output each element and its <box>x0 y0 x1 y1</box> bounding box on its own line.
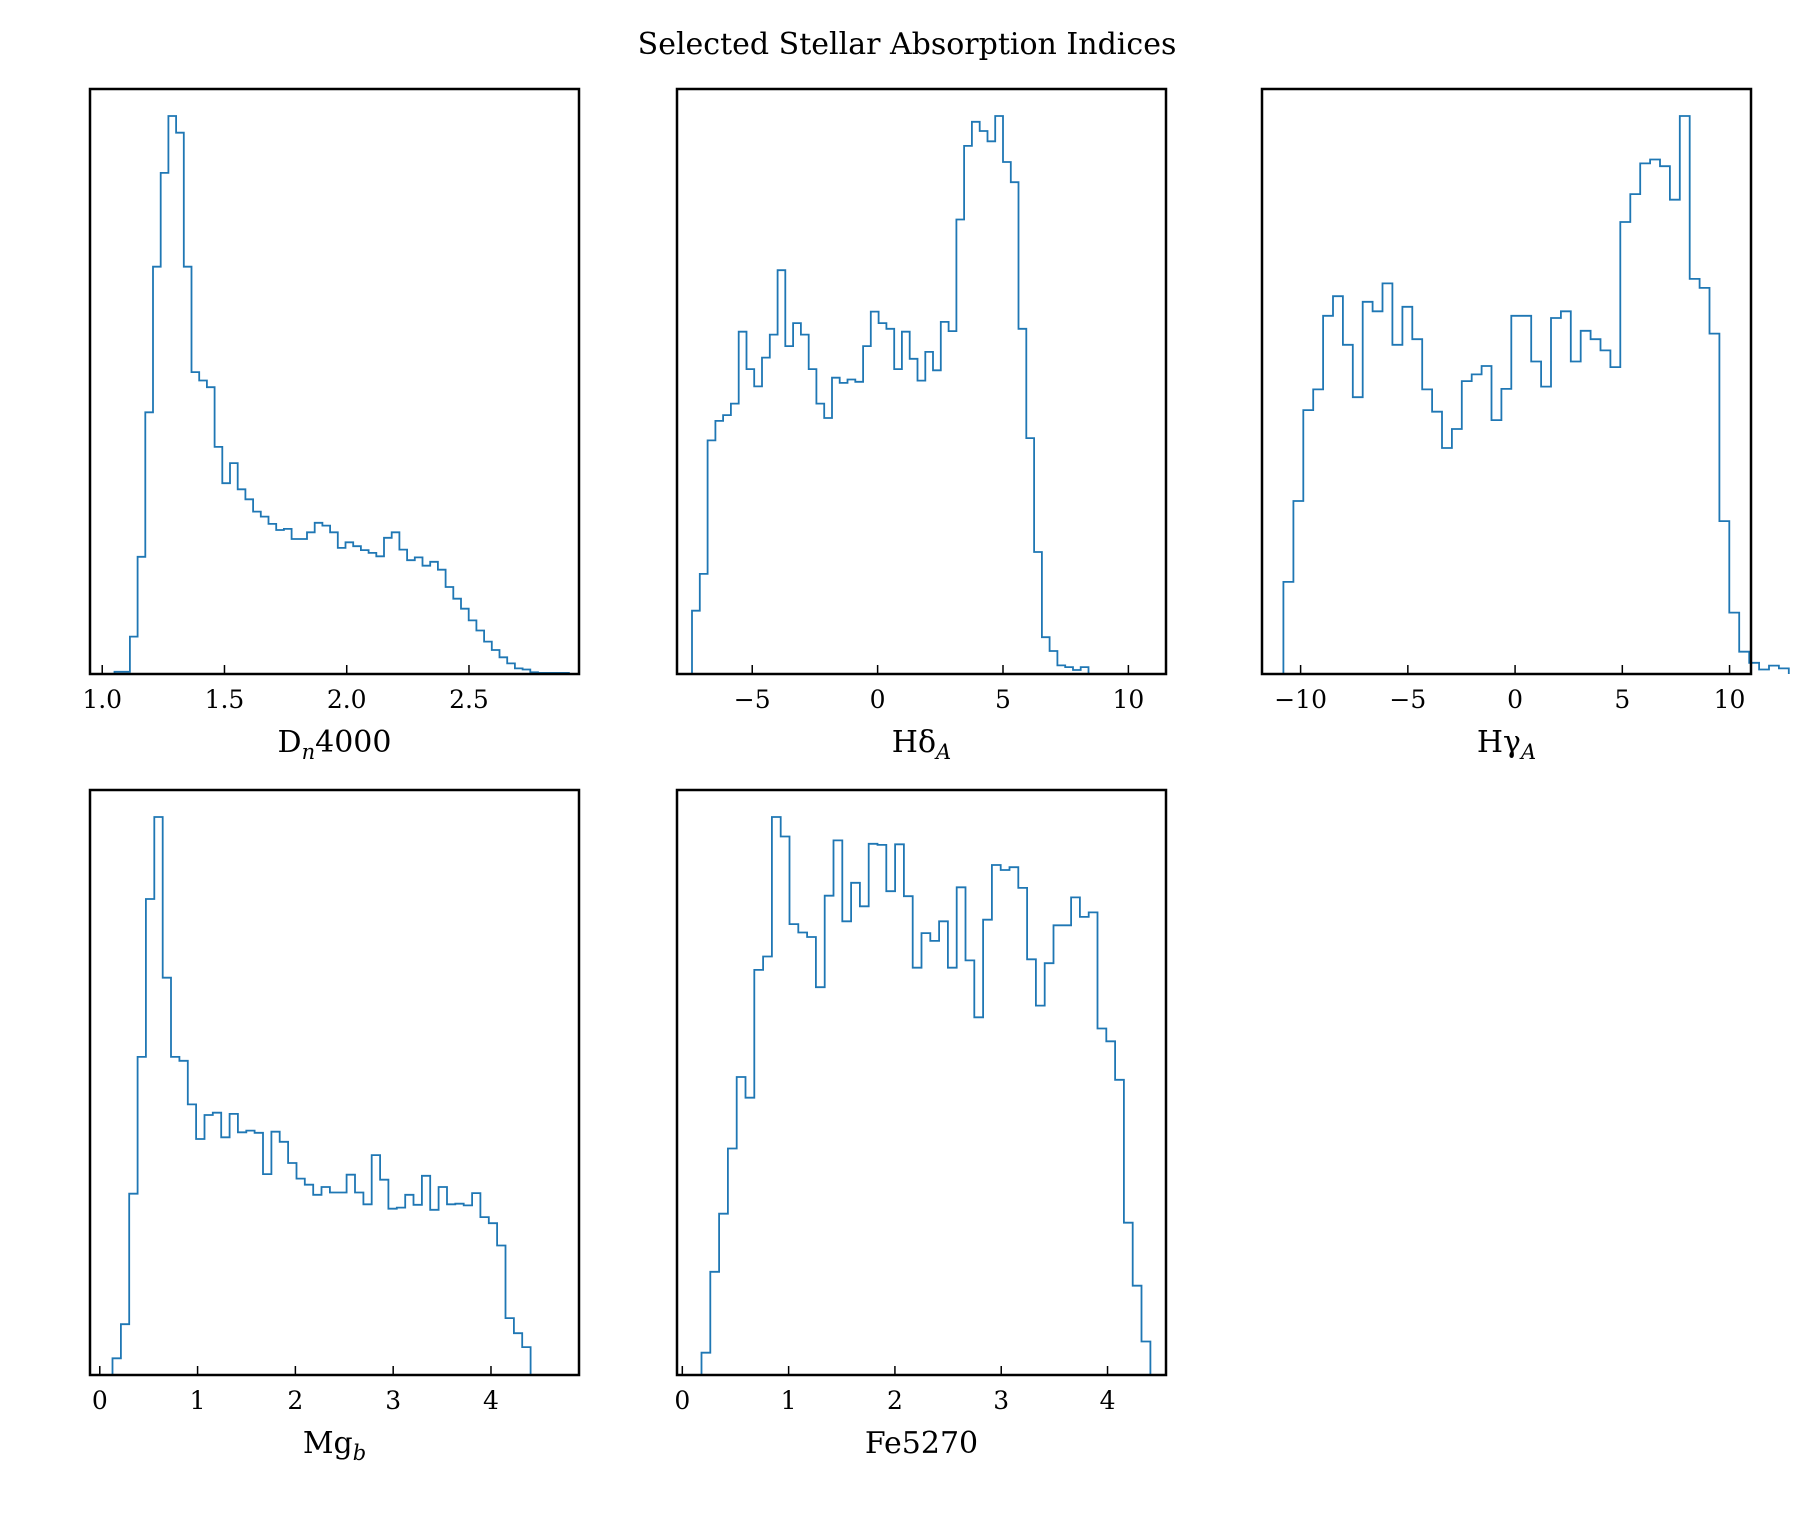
x-tick-label: 2 <box>287 1386 303 1415</box>
x-tick-label: 3 <box>993 1386 1009 1415</box>
panel-mgb: 0 1 2 3 4 Mgb <box>88 788 581 1465</box>
x-tick-label: 10 <box>1714 685 1746 714</box>
figure-title: Selected Stellar Absorption Indices <box>638 27 1177 62</box>
x-tick-label: −5 <box>1389 685 1426 714</box>
x-tick-label: 1.0 <box>82 685 122 714</box>
x-tick-label: 1 <box>190 1386 206 1415</box>
x-tick-label: 4 <box>483 1386 499 1415</box>
histogram-fe5270 <box>700 816 1152 1375</box>
x-tick-label: 2.0 <box>327 685 367 714</box>
axes-frame-fe5270 <box>675 788 1168 1377</box>
x-axis-label-hdelta: HδA <box>892 725 951 764</box>
panel-fe5270: 0 1 2 3 4 Fe5270 <box>674 788 1168 1461</box>
x-tick-label: 2 <box>887 1386 903 1415</box>
x-axis-label-dn4000: Dn4000 <box>278 725 392 764</box>
x-tick-label: −10 <box>1274 685 1327 714</box>
x-tick-label: 1 <box>781 1386 797 1415</box>
histogram-dn4000 <box>113 115 570 674</box>
x-tick-label: 4 <box>1100 1386 1116 1415</box>
panel-hgamma: −10 −5 0 5 10 HγA <box>1260 87 1790 764</box>
x-tick-label: −5 <box>734 685 771 714</box>
x-axis-label-fe5270: Fe5270 <box>865 1426 978 1461</box>
x-tick-label: 5 <box>995 685 1011 714</box>
axes-frame-dn4000 <box>88 87 581 676</box>
x-tick-label: 10 <box>1112 685 1144 714</box>
x-tick-label: 0 <box>674 1386 690 1415</box>
histogram-hgamma <box>1282 115 1790 674</box>
panel-hdelta: −5 0 5 10 HδA <box>675 87 1168 764</box>
x-axis-label-mgb: Mgb <box>303 1426 366 1465</box>
x-tick-label: 2.5 <box>449 685 489 714</box>
x-tick-label: 5 <box>1614 685 1630 714</box>
x-axis-label-hgamma: HγA <box>1477 725 1536 764</box>
histogram-hdelta <box>691 115 1090 674</box>
x-tick-label: 0 <box>1507 685 1523 714</box>
axes-frame-hgamma <box>1260 87 1753 676</box>
x-tick-label: 0 <box>870 685 886 714</box>
panel-dn4000: 1.0 1.5 2.0 2.5 Dn4000 <box>82 87 581 764</box>
x-tick-label: 0 <box>92 1386 108 1415</box>
x-tick-label: 3 <box>385 1386 401 1415</box>
axes-frame-mgb <box>88 788 581 1377</box>
x-tick-label: 1.5 <box>205 685 245 714</box>
histogram-mgb <box>111 816 532 1375</box>
axes-frame-hdelta <box>675 87 1168 676</box>
